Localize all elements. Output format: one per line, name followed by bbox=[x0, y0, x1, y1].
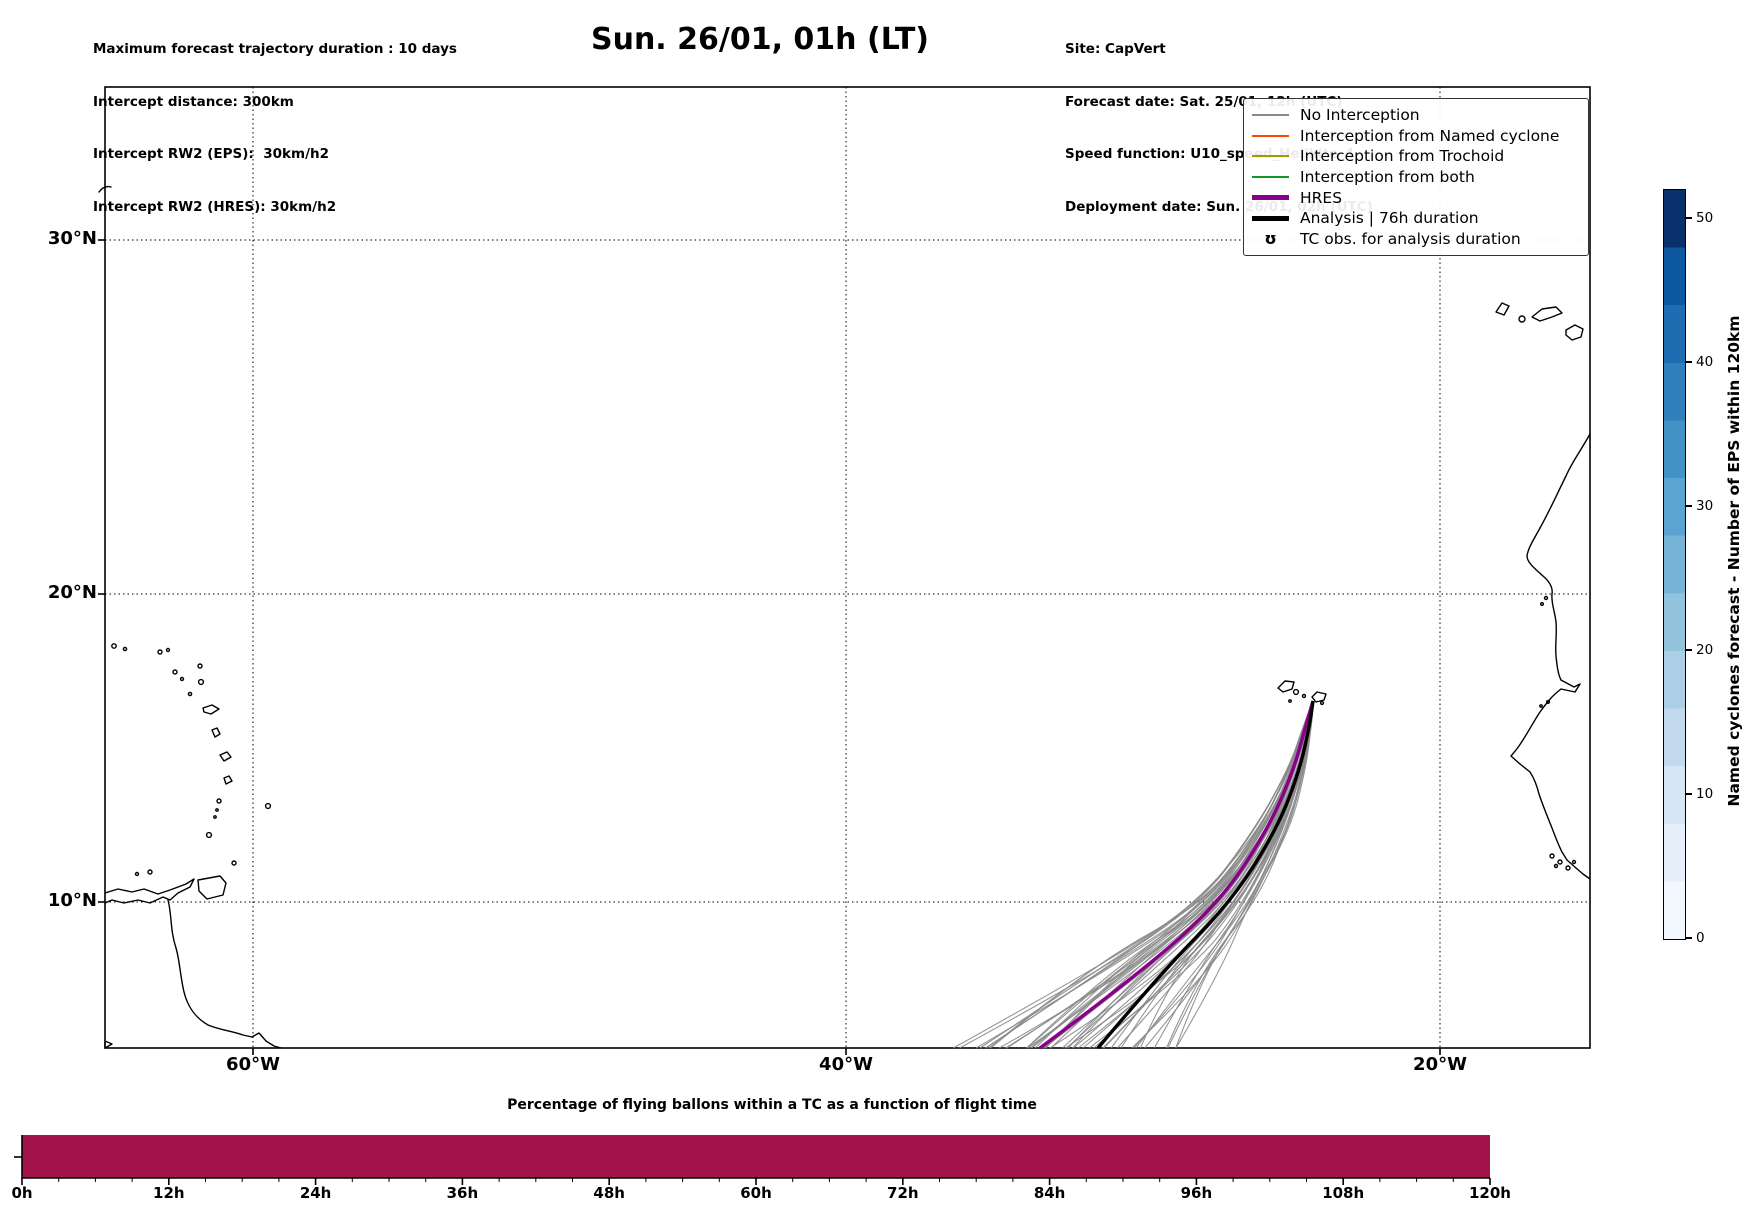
x-tick-label: 0h bbox=[11, 1184, 33, 1202]
legend-item-analysis: Analysis | 76h duration bbox=[1252, 208, 1580, 229]
coast-canary-islands bbox=[1495, 302, 1584, 341]
coastlines bbox=[98, 185, 1591, 1049]
map-ticks bbox=[98, 239, 1441, 1055]
x-tick-label: 96h bbox=[1180, 1184, 1213, 1202]
hres-trajectory bbox=[1038, 700, 1315, 1050]
info-line: Site: CapVert bbox=[1065, 41, 1166, 57]
orange-line-sample bbox=[1252, 134, 1289, 137]
x-tick-label: 84h bbox=[1033, 1184, 1066, 1202]
lon-label-20w: 20°W bbox=[1413, 1054, 1467, 1075]
olive-line-sample bbox=[1252, 155, 1289, 158]
tc-percentage-bar bbox=[22, 1135, 1490, 1178]
legend-item-hres: HRES bbox=[1252, 187, 1580, 208]
x-tick-label: 108h bbox=[1322, 1184, 1365, 1202]
legend-label: Interception from Named cyclone bbox=[1300, 126, 1560, 145]
x-tick-label: 36h bbox=[446, 1184, 479, 1202]
x-tick-label: 60h bbox=[740, 1184, 772, 1202]
analysis-trajectory bbox=[1096, 700, 1315, 1050]
forecast-settings-block: Maximum forecast trajectory duration : 1… bbox=[93, 6, 457, 251]
legend-label: Interception from both bbox=[1300, 168, 1475, 187]
colorbar-tick bbox=[1686, 361, 1692, 363]
info-line: Intercept RW2 (EPS): 30km/h2 bbox=[93, 146, 329, 162]
legend-item-no-interception: No Interception bbox=[1252, 105, 1580, 126]
legend-item-trochoid: Interception from Trochoid bbox=[1252, 146, 1580, 167]
legend-label: Analysis | 76h duration bbox=[1300, 209, 1479, 228]
bottom-chart-title: Percentage of flying ballons within a TC… bbox=[507, 1097, 1037, 1113]
colorbar-tick-label: 20 bbox=[1696, 642, 1714, 658]
coast-west-africa bbox=[1510, 433, 1591, 880]
legend-label: Interception from Trochoid bbox=[1300, 147, 1505, 166]
colorbar bbox=[1663, 189, 1686, 940]
lon-label-40w: 40°W bbox=[819, 1054, 873, 1075]
coast-lesser-antilles bbox=[111, 643, 272, 900]
colorbar-tick-label: 30 bbox=[1696, 498, 1714, 514]
colorbar-tick bbox=[1686, 649, 1692, 651]
x-tick-label: 24h bbox=[299, 1184, 332, 1202]
legend-label: TC obs. for analysis duration bbox=[1300, 229, 1521, 248]
lat-label-10n: 10°N bbox=[47, 890, 97, 911]
colorbar-tick-label: 50 bbox=[1696, 210, 1714, 226]
lon-label-60w: 60°W bbox=[226, 1054, 280, 1075]
legend-item-both: Interception from both bbox=[1252, 167, 1580, 188]
info-line: Intercept distance: 300km bbox=[93, 93, 294, 110]
bottom-bar-chart bbox=[14, 1135, 1491, 1185]
green-line-sample bbox=[1252, 176, 1289, 179]
lat-label-20n: 20°N bbox=[47, 582, 97, 603]
colorbar-tick-label: 40 bbox=[1696, 354, 1714, 370]
colorbar-tick bbox=[1686, 505, 1692, 507]
colorbar-tick bbox=[1686, 937, 1692, 939]
x-tick-label: 120h bbox=[1469, 1184, 1511, 1202]
colorbar-axis-label: Named cyclones forecast - Number of EPS … bbox=[1725, 315, 1743, 807]
coast-cape-verde bbox=[1277, 680, 1327, 706]
coast-bermuda bbox=[98, 185, 112, 193]
colorbar-tick bbox=[1686, 793, 1692, 795]
lat-label-30n: 30°N bbox=[47, 228, 97, 249]
gray-line-sample bbox=[1252, 114, 1289, 117]
legend-label: HRES bbox=[1300, 188, 1343, 207]
legend-item-named-cyclone: Interception from Named cyclone bbox=[1252, 126, 1580, 147]
cyclone-marker-icon: ʊ bbox=[1264, 228, 1277, 248]
bar-x-ticks bbox=[21, 1178, 1491, 1185]
x-tick-label: 48h bbox=[593, 1184, 625, 1202]
purple-line-sample bbox=[1252, 195, 1289, 201]
info-line: Maximum forecast trajectory duration : 1… bbox=[93, 41, 457, 57]
legend-label: No Interception bbox=[1300, 106, 1420, 125]
black-line-sample bbox=[1252, 215, 1289, 221]
info-line: Intercept RW2 (HRES): 30km/h2 bbox=[93, 198, 337, 215]
legend-item-tc-obs: ʊ TC obs. for analysis duration bbox=[1252, 229, 1580, 250]
x-tick-label: 12h bbox=[153, 1184, 185, 1202]
coast-south-america bbox=[104, 878, 282, 1049]
page-title: Sun. 26/01, 01h (LT) bbox=[590, 22, 930, 57]
colorbar-tick-label: 0 bbox=[1696, 930, 1705, 946]
x-tick-label: 72h bbox=[887, 1184, 919, 1202]
map-legend: No Interception Interception from Named … bbox=[1243, 98, 1589, 256]
colorbar-tick bbox=[1686, 217, 1692, 219]
colorbar-tick-label: 10 bbox=[1696, 786, 1714, 802]
